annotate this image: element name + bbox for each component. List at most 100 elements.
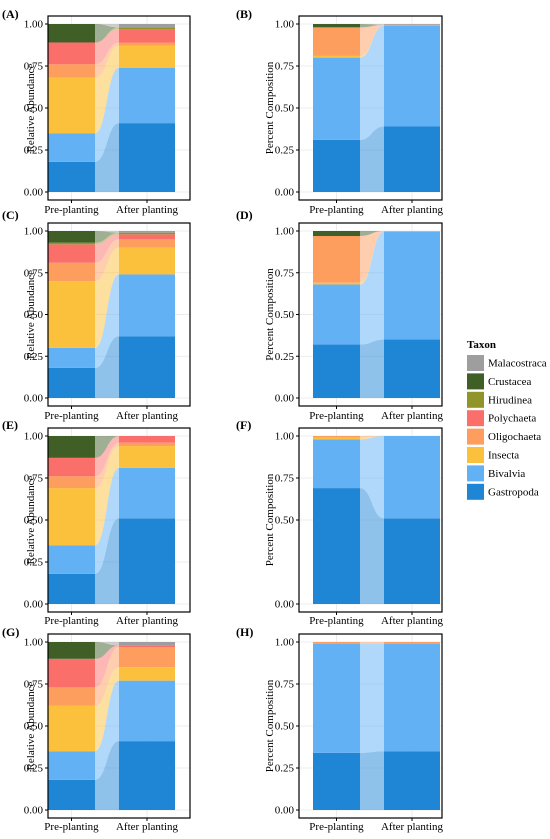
x-tick-label: After planting [116, 410, 179, 422]
legend-swatch-polychaeta [467, 410, 484, 427]
flow-gastropoda [360, 339, 384, 398]
bar-pre-crustacea [48, 642, 95, 659]
bar-after-gastropoda [119, 741, 175, 810]
bar-after-oligochaeta [384, 24, 440, 26]
y-tick-label: 0.75 [24, 473, 44, 485]
bar-pre-insecta [48, 705, 95, 752]
panel-label: (F) [236, 418, 251, 432]
bar-after-bivalvia [119, 274, 175, 337]
flow-bivalvia [360, 231, 384, 345]
bar-pre-gastropoda [313, 488, 360, 604]
bar-pre-oligochaeta [313, 27, 360, 56]
bar-after-insecta [119, 667, 175, 681]
bar-pre-gastropoda [48, 573, 95, 604]
panel-c: 0.00 0.25 0.50 0.75 1.00 Pre-planting After pl… [2, 208, 191, 422]
panel-h: 0.00 0.25 0.50 0.75 1.00 Pre-planting After pl… [236, 625, 444, 833]
flow-oligochaeta [95, 42, 119, 78]
bar-after-polychaeta [119, 645, 175, 648]
y-tick-label: 0.25 [275, 145, 295, 157]
bar-pre-crustacea [313, 231, 360, 237]
flow-malacostraca [360, 24, 384, 25]
y-tick-label: 1.00 [24, 226, 44, 238]
bar-pre-oligochaeta [313, 642, 360, 644]
panel-label: (C) [2, 208, 19, 222]
bar-pre-polychaeta [48, 457, 95, 477]
bar-pre-oligochaeta [48, 64, 95, 78]
x-tick-label: After planting [116, 615, 179, 627]
bar-pre-crustacea [48, 231, 95, 243]
flow-gastropoda [95, 123, 119, 192]
flow-insecta [95, 667, 119, 752]
bar-pre-bivalvia [313, 439, 360, 489]
flow-oligochaeta [95, 442, 119, 489]
panel-d: 0.00 0.25 0.50 0.75 1.00 Pre-planting After pl… [236, 208, 444, 422]
bar-after-oligochaeta [119, 442, 175, 447]
bar-pre-hirudinea [48, 242, 95, 245]
panel-b: 0.00 0.25 0.50 0.75 1.00 Pre-planting After pl… [236, 7, 444, 216]
y-tick-label: 0.75 [24, 267, 44, 279]
flow-oligochaeta [360, 24, 384, 56]
bar-pre-gastropoda [313, 139, 360, 192]
bar-pre-oligochaeta [48, 476, 95, 489]
panel-f: 0.00 0.50 0.75 1.00 Pre-planting After planti… [236, 418, 444, 627]
y-tick-label: 0.00 [275, 393, 295, 405]
y-tick-label: 0.75 [275, 473, 295, 485]
bar-after-gastropoda [119, 336, 175, 398]
flow-bivalvia [95, 467, 119, 574]
y-tick-label: 0.50 [275, 721, 295, 733]
flow-insecta [360, 231, 384, 285]
bar-pre-insecta [313, 437, 360, 440]
y-tick-label: 0.00 [24, 393, 44, 405]
flow-polychaeta [95, 645, 119, 688]
legend-swatch-crustacea [467, 373, 484, 390]
panel-label: (H) [236, 625, 253, 639]
y-tick-label: 0.00 [275, 805, 295, 817]
bar-pre-gastropoda [313, 752, 360, 810]
legend-swatch-oligochaeta [467, 428, 484, 445]
y-tick-label: 1.00 [275, 19, 295, 31]
y-axis-label: Percent Composition [264, 61, 276, 154]
y-tick-label: 0.50 [24, 721, 44, 733]
y-axis-label: Percent Composition [264, 679, 276, 772]
bar-after-oligochaeta [119, 239, 175, 248]
legend-label-crustacea: Crustacea [488, 376, 531, 388]
bar-after-polychaeta [119, 436, 175, 443]
bar-after-insecta [119, 446, 175, 468]
panel-g: 0.00 0.25 0.50 0.75 1.00 Pre-planting After pl… [2, 625, 191, 833]
flow-bivalvia [360, 25, 384, 140]
bar-pre-oligochaeta [313, 236, 360, 283]
y-tick-label: 0.25 [24, 351, 44, 363]
bar-pre-gastropoda [48, 779, 95, 810]
bar-pre-insecta [48, 281, 95, 348]
flow-malacostraca [95, 231, 119, 233]
flow-oligochaeta [360, 436, 384, 438]
legend: Taxon Malacostraca Crustacea Hirudinea Polyc… [467, 339, 547, 500]
y-tick-label: 0.50 [275, 103, 295, 115]
x-tick-label: Pre-planting [309, 821, 364, 833]
y-tick-label: 0.50 [275, 309, 295, 321]
y-tick-label: 1.00 [24, 637, 44, 649]
bar-after-oligochaeta [384, 642, 440, 644]
flow-gastropoda [95, 741, 119, 810]
flow-gastropoda [360, 488, 384, 604]
legend-swatch-hirudinea [467, 391, 484, 408]
y-tick-label: 0.50 [275, 515, 295, 527]
panel-label: (E) [2, 418, 18, 432]
bar-after-oligochaeta [119, 647, 175, 668]
bar-after-insecta [119, 247, 175, 275]
bar-pre-crustacea [48, 436, 95, 458]
x-tick-label: Pre-planting [44, 204, 99, 216]
y-tick-label: 0.75 [275, 267, 295, 279]
panel-label: (B) [236, 7, 252, 21]
x-tick-label: Pre-planting [44, 615, 99, 627]
bar-pre-insecta [313, 282, 360, 285]
bar-pre-oligochaeta [48, 262, 95, 282]
y-tick-label: 1.00 [24, 19, 44, 31]
bar-pre-crustacea [48, 24, 95, 43]
flow-crustacea [95, 231, 119, 243]
flow-insecta [95, 446, 119, 546]
y-tick-label: 1.00 [275, 431, 295, 443]
y-tick-label: 0.75 [275, 61, 295, 73]
bar-pre-bivalvia [48, 545, 95, 574]
